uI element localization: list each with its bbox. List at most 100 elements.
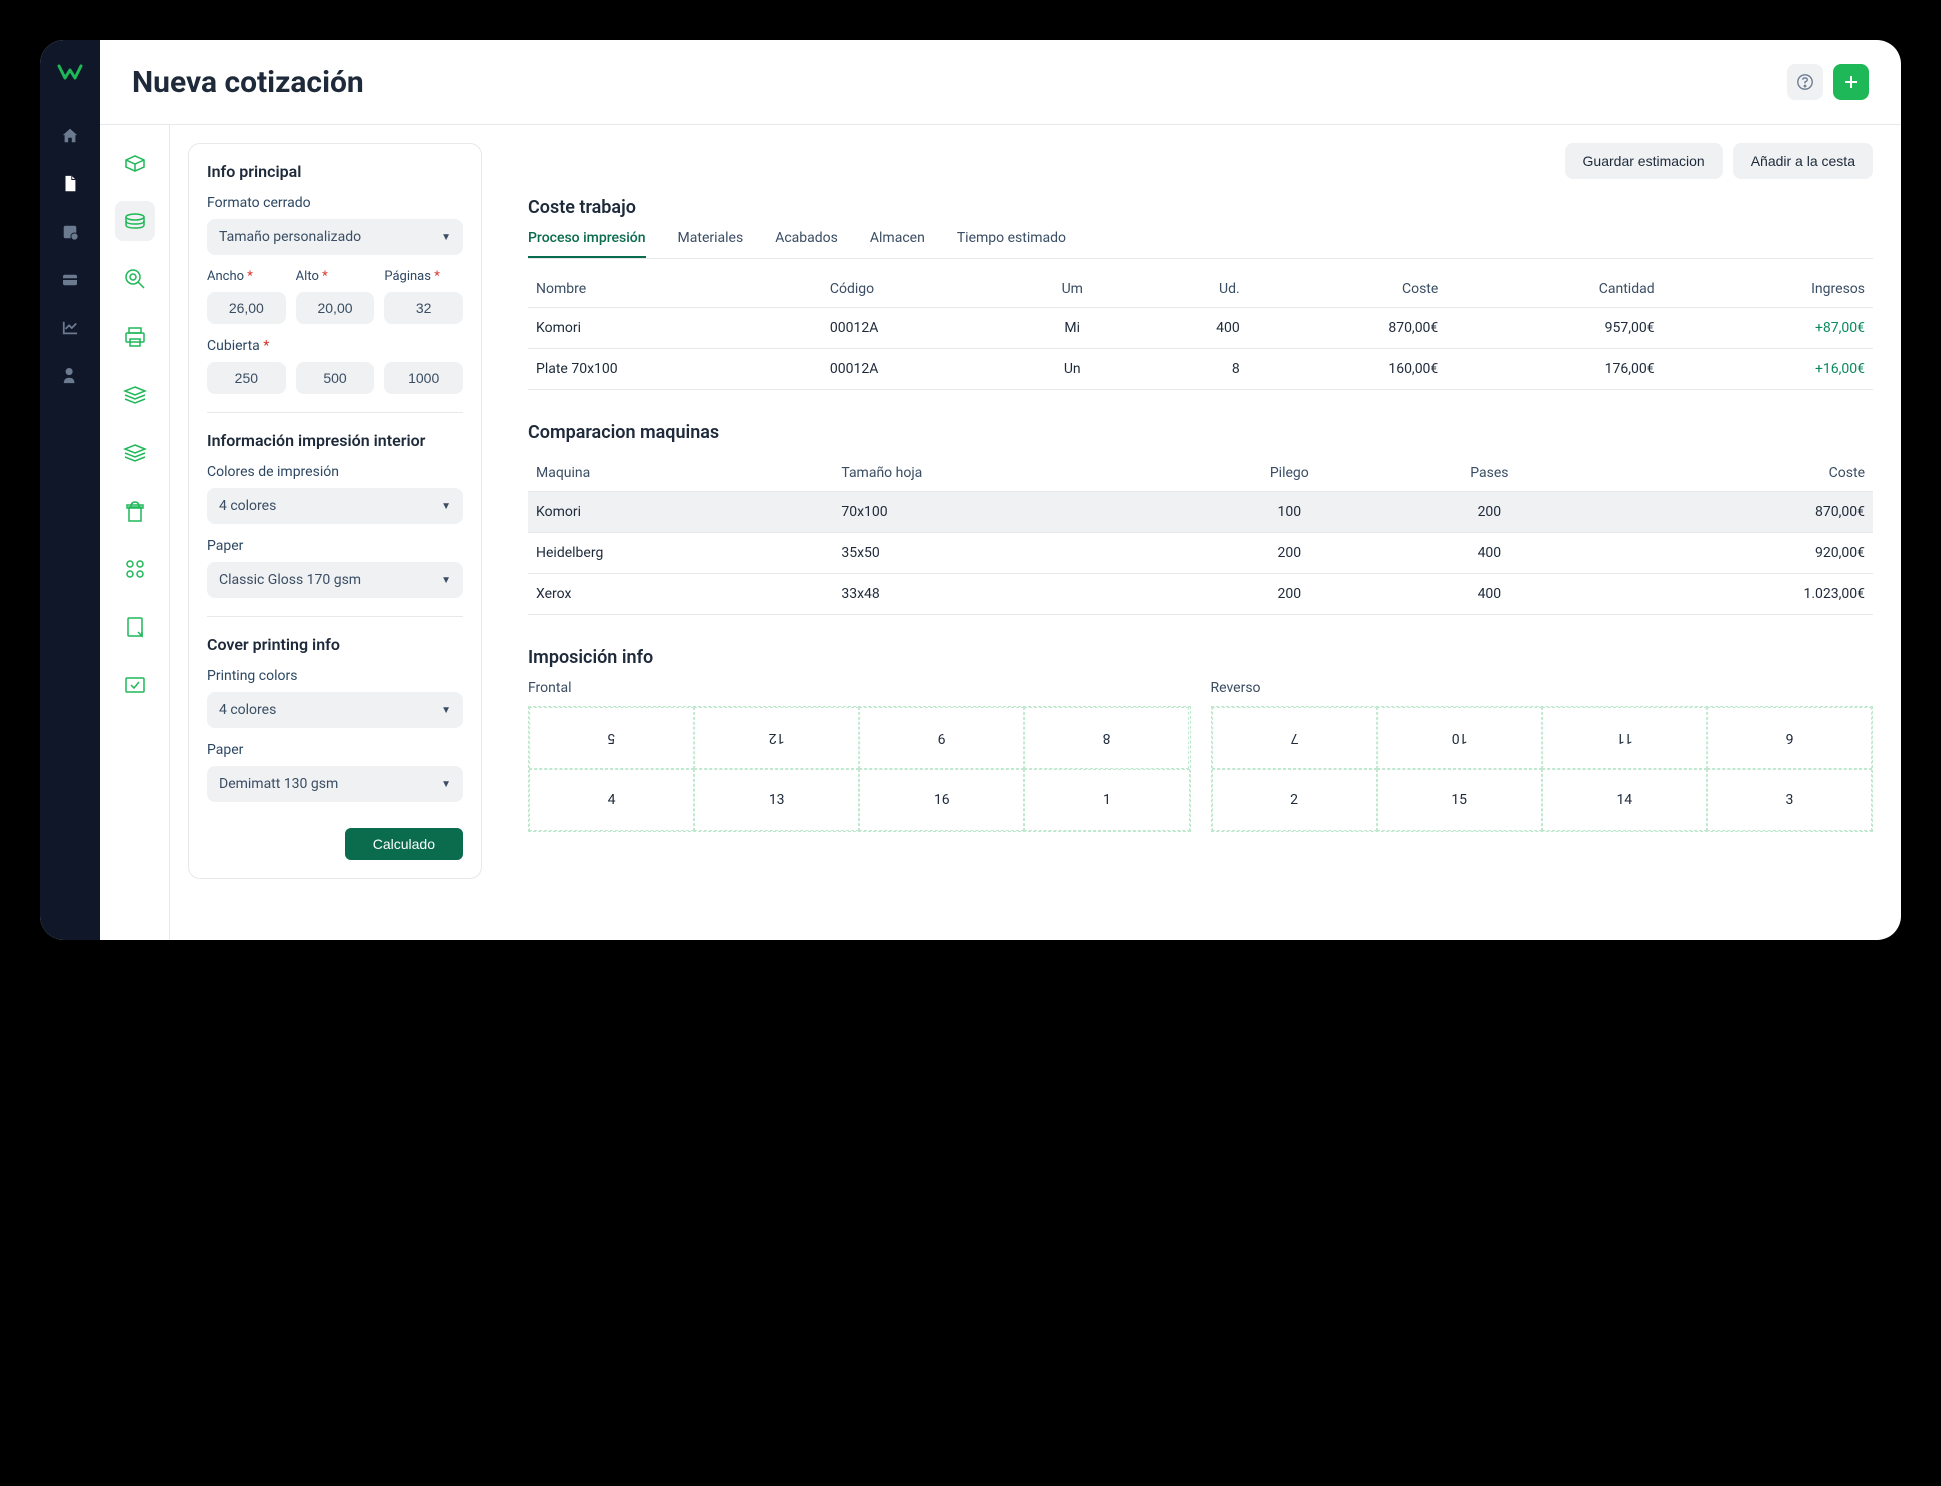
qty2-input[interactable] (296, 362, 375, 394)
col-ud: Ud. (1128, 271, 1247, 308)
tool-stack-icon[interactable] (115, 201, 155, 241)
imposition-front: Frontal 51298 413161 (528, 680, 1191, 832)
table-row[interactable]: Komori70x100100200870,00€ (528, 492, 1873, 533)
form-card: Info principal Formato cerrado Tamaño pe… (188, 143, 482, 879)
back-label: Reverso (1211, 680, 1874, 696)
cover-label: Cubierta * (207, 338, 463, 354)
imposition-cell: 14 (1542, 769, 1707, 831)
tool-note-icon[interactable] (115, 607, 155, 647)
nav-home-icon[interactable] (60, 126, 80, 146)
imposition-cell: 12 (694, 707, 859, 769)
caret-icon: ▼ (441, 705, 451, 716)
add-button[interactable] (1833, 64, 1869, 100)
imposition-cell: 8 (1024, 707, 1189, 769)
nav-document-icon[interactable] (60, 174, 80, 194)
cover-colors-select-value: 4 colores (219, 702, 276, 718)
paper-select[interactable]: Classic Gloss 170 gsm ▼ (207, 562, 463, 598)
imposition-cell: 4 (529, 769, 694, 831)
main-area: Nueva cotización (100, 40, 1901, 940)
cover-paper-select-value: Demimatt 130 gsm (219, 776, 338, 792)
col-cost: Coste (1248, 271, 1447, 308)
cover-paper-label: Paper (207, 742, 463, 758)
pages-label: Páginas * (384, 269, 463, 284)
imposition-cell: 3 (1707, 769, 1872, 831)
cover-paper-select[interactable]: Demimatt 130 gsm ▼ (207, 766, 463, 802)
nav-wallet-icon[interactable] (60, 270, 80, 290)
tool-box-icon[interactable] (115, 143, 155, 183)
imposition-cell: 13 (694, 769, 859, 831)
table-row: Plate 70x10000012AUn8160,00€176,00€+16,0… (528, 349, 1873, 390)
cover-info-heading: Cover printing info (207, 635, 463, 654)
help-button[interactable] (1787, 64, 1823, 100)
tool-grid-icon[interactable] (115, 549, 155, 589)
tab-finishing[interactable]: Acabados (775, 230, 838, 258)
col-pliego: Pilego (1189, 455, 1390, 492)
page-title: Nueva cotización (132, 65, 364, 100)
cost-tabs: Proceso impresión Materiales Acabados Al… (528, 230, 1873, 259)
table-row: Komori00012AMi400870,00€957,00€+87,00€ (528, 308, 1873, 349)
closed-format-label: Formato cerrado (207, 195, 463, 211)
col-sheet: Tamaño hoja (833, 455, 1188, 492)
nav-user-icon[interactable] (60, 366, 80, 386)
imposition-cell: 5 (529, 707, 694, 769)
imposition-cell: 2 (1212, 769, 1377, 831)
col-machine: Maquina (528, 455, 833, 492)
col-passes: Pases (1390, 455, 1589, 492)
compare-table: Maquina Tamaño hoja Pilego Pases Coste K… (528, 455, 1873, 615)
qty3-input[interactable] (384, 362, 463, 394)
height-label: Alto * (296, 269, 375, 284)
colors-select[interactable]: 4 colores ▼ (207, 488, 463, 524)
col-name: Nombre (528, 271, 822, 308)
imposition-cell: 9 (859, 707, 1024, 769)
qty1-input[interactable] (207, 362, 286, 394)
imposition-cell: 10 (1377, 707, 1542, 769)
col-um: Um (1016, 271, 1128, 308)
imposition-cell: 1 (1024, 769, 1189, 831)
cost-title: Coste trabajo (528, 197, 1873, 218)
imposition-cell: 7 (1212, 707, 1377, 769)
add-to-cart-button[interactable]: Añadir a la cesta (1733, 143, 1873, 179)
pages-input[interactable] (384, 292, 463, 324)
tool-check-icon[interactable] (115, 665, 155, 705)
col-code: Código (822, 271, 1016, 308)
tool-printer-icon[interactable] (115, 317, 155, 357)
paper-select-value: Classic Gloss 170 gsm (219, 572, 361, 588)
tab-storage[interactable]: Almacen (870, 230, 925, 258)
colors-select-value: 4 colores (219, 498, 276, 514)
col-qty: Cantidad (1446, 271, 1662, 308)
printing-colors-label: Printing colors (207, 668, 463, 684)
table-row[interactable]: Heidelberg35x50200400920,00€ (528, 533, 1873, 574)
front-label: Frontal (528, 680, 1191, 696)
cover-colors-select[interactable]: 4 colores ▼ (207, 692, 463, 728)
tool-bag-icon[interactable] (115, 491, 155, 531)
size-select[interactable]: Tamaño personalizado ▼ (207, 219, 463, 255)
caret-icon: ▼ (441, 575, 451, 586)
imposition-back: Reverso 710116215143 (1211, 680, 1874, 832)
paper-label: Paper (207, 538, 463, 554)
cost-table: Nombre Código Um Ud. Coste Cantidad Ingr… (528, 271, 1873, 390)
tool-layers2-icon[interactable] (115, 433, 155, 473)
main-info-heading: Info principal (207, 162, 463, 181)
width-input[interactable] (207, 292, 286, 324)
calculate-button[interactable]: Calculado (345, 828, 463, 860)
tab-materials[interactable]: Materiales (678, 230, 744, 258)
imposition-cell: 16 (859, 769, 1024, 831)
tool-layers-icon[interactable] (115, 375, 155, 415)
tool-search-icon[interactable] (115, 259, 155, 299)
height-input[interactable] (296, 292, 375, 324)
compare-title: Comparacion maquinas (528, 422, 1873, 443)
tab-time[interactable]: Tiempo estimado (957, 230, 1066, 258)
tool-rail (100, 125, 170, 940)
imposition-cell: 11 (1542, 707, 1707, 769)
nav-chart-icon[interactable] (60, 318, 80, 338)
interior-info-heading: Información impresión interior (207, 431, 463, 450)
table-row[interactable]: Xerox33x482004001.023,00€ (528, 574, 1873, 615)
nav-settings-icon[interactable] (60, 222, 80, 242)
form-panel: Info principal Formato cerrado Tamaño pe… (170, 125, 500, 940)
size-select-value: Tamaño personalizado (219, 229, 361, 245)
save-estimate-button[interactable]: Guardar estimacion (1565, 143, 1723, 179)
content: Info principal Formato cerrado Tamaño pe… (100, 125, 1901, 940)
tab-process[interactable]: Proceso impresión (528, 230, 646, 258)
imposition-cell: 15 (1377, 769, 1542, 831)
header-actions (1787, 64, 1869, 100)
